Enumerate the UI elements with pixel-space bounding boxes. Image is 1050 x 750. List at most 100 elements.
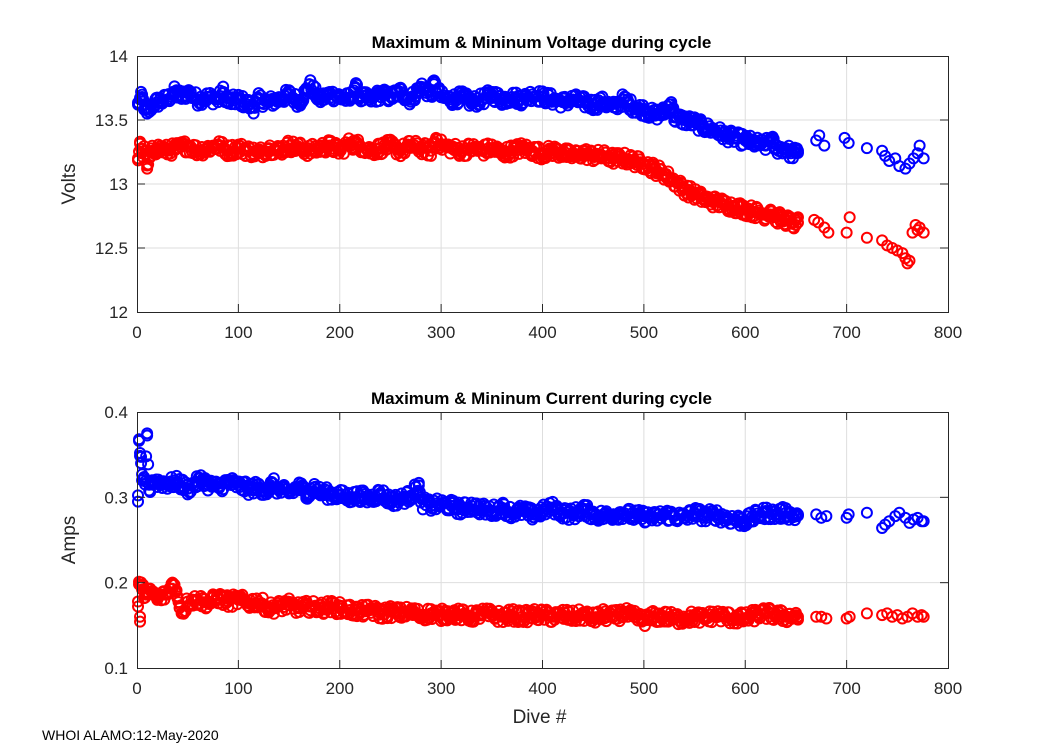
data-point — [404, 489, 417, 502]
data-point — [166, 576, 179, 589]
data-point — [133, 433, 146, 446]
x-tick-label: 100 — [224, 323, 252, 342]
data-point — [617, 506, 630, 519]
data-point — [917, 515, 930, 528]
data-point — [171, 590, 184, 603]
data-point — [516, 93, 529, 106]
voltage-y-axis-label: Volts — [59, 163, 80, 204]
data-point — [495, 501, 508, 514]
data-point — [843, 211, 856, 224]
data-point — [161, 93, 174, 106]
data-point — [577, 609, 590, 622]
data-point — [915, 609, 928, 622]
data-point — [842, 508, 855, 521]
data-point — [665, 96, 678, 109]
data-point — [212, 592, 225, 605]
x-tick-label: 300 — [427, 679, 455, 698]
data-point — [217, 85, 230, 98]
data-point — [414, 80, 427, 93]
data-point — [283, 486, 296, 499]
data-point — [485, 88, 498, 101]
data-point — [384, 139, 397, 152]
x-tick-label: 200 — [326, 679, 354, 698]
data-point — [815, 610, 828, 623]
data-point — [516, 504, 529, 517]
x-tick-label: 300 — [427, 323, 455, 342]
data-point — [151, 592, 164, 605]
data-point — [566, 508, 579, 521]
data-point — [394, 85, 407, 98]
data-point — [820, 612, 833, 625]
data-point — [627, 610, 640, 623]
data-point — [394, 493, 407, 506]
data-point — [167, 85, 180, 98]
data-point — [323, 139, 336, 152]
data-point — [791, 216, 804, 229]
data-point — [708, 508, 721, 521]
y-tick-label: 13.5 — [95, 111, 128, 130]
voltage-axes: 0 100 200 300 400 500 600 700 8001212.51313.514 … — [59, 33, 962, 342]
data-point — [232, 479, 245, 492]
data-point — [134, 615, 147, 628]
data-point — [607, 610, 620, 623]
data-point — [485, 504, 498, 517]
data-point — [791, 610, 804, 623]
data-point — [143, 484, 156, 497]
data-point — [860, 142, 873, 155]
data-point — [168, 578, 181, 591]
x-tick-label: 600 — [731, 679, 759, 698]
data-point — [424, 144, 437, 157]
data-point — [617, 93, 630, 106]
data-point — [455, 503, 468, 516]
data-point — [141, 427, 154, 440]
data-point — [545, 615, 558, 628]
y-tick-label: 12.5 — [95, 239, 128, 258]
data-point — [134, 93, 147, 106]
current-x-axis-label: Dive # — [513, 707, 567, 728]
data-point — [546, 501, 559, 514]
data-point — [648, 511, 661, 524]
footer-stamp: WHOI ALAMO:12-May-2020 — [42, 727, 219, 743]
data-point — [364, 603, 377, 616]
data-point — [860, 607, 873, 620]
data-point — [913, 139, 926, 152]
data-point — [536, 504, 549, 517]
data-point — [789, 147, 802, 160]
data-point — [688, 506, 701, 519]
data-point — [170, 469, 183, 482]
data-point — [139, 586, 152, 599]
data-point — [917, 152, 930, 165]
data-point — [475, 93, 488, 106]
data-point — [265, 475, 278, 488]
y-tick-label: 13 — [109, 175, 128, 194]
data-point — [176, 606, 189, 619]
x-tick-label: 700 — [832, 323, 860, 342]
data-point — [146, 474, 159, 487]
data-point — [374, 487, 387, 500]
data-point — [252, 147, 265, 160]
data-point — [141, 162, 154, 175]
data-point — [135, 457, 148, 470]
data-point — [911, 224, 924, 237]
data-point — [424, 149, 437, 162]
data-point — [678, 511, 691, 524]
data-point — [789, 218, 802, 231]
data-point — [485, 142, 498, 155]
data-point — [813, 129, 826, 142]
series-maximum-current — [132, 427, 930, 535]
data-point — [293, 96, 306, 109]
data-point — [840, 226, 853, 239]
data-point — [142, 458, 155, 471]
x-tick-label: 400 — [528, 679, 556, 698]
data-point — [201, 597, 214, 610]
data-point — [465, 610, 478, 623]
data-point — [303, 78, 316, 91]
data-point — [526, 508, 539, 521]
data-point — [791, 144, 804, 157]
data-point — [414, 496, 427, 509]
voltage-chart-title: Maximum & Mininum Voltage during cycle — [372, 33, 712, 52]
data-point — [354, 139, 367, 152]
data-point — [688, 188, 701, 201]
data-point — [428, 78, 441, 91]
data-point — [354, 489, 367, 502]
